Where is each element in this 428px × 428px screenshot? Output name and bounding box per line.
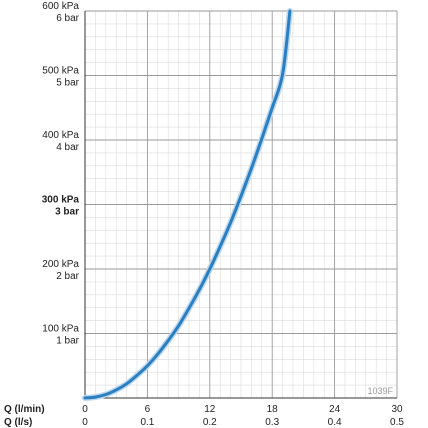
y-tick-label-bar: 1 bar [56, 336, 79, 347]
x-axis-label-ls: Q (l/s) [4, 417, 32, 428]
y-tick-label-bar: 5 bar [56, 78, 79, 89]
x-tick-label-lmin: 12 [204, 404, 216, 415]
series-line [83, 9, 292, 400]
x-tick-label-ls: 0.2 [203, 417, 217, 428]
y-tick-label-kpa: 300 kPa [42, 195, 80, 206]
x-tick-label-lmin: 6 [145, 404, 151, 415]
y-tick-label-kpa: 200 kPa [42, 259, 79, 270]
x-tick-label-ls: 0.4 [328, 417, 342, 428]
y-tick-label-bar: 3 bar [55, 207, 79, 218]
y-tick-label-kpa: 500 kPa [42, 66, 79, 77]
figure-id-label: 1039F [367, 386, 393, 396]
y-tick-label-kpa: 100 kPa [42, 324, 79, 335]
y-tick-label-bar: 4 bar [56, 142, 79, 153]
x-tick-label-ls: 0.5 [390, 417, 404, 428]
x-tick-label-ls: 0.3 [265, 417, 279, 428]
y-tick-label-kpa: 400 kPa [42, 130, 79, 141]
x-tick-label-ls: 0 [82, 417, 88, 428]
x-tick-label-ls: 0.1 [140, 417, 154, 428]
series-layer [82, 8, 293, 401]
y-tick-label-bar: 2 bar [56, 271, 79, 282]
y-tick-label-kpa: 600 kPa [42, 1, 79, 12]
x-tick-label-lmin: 18 [267, 404, 279, 415]
x-tick-label-lmin: 0 [82, 404, 88, 415]
y-tick-label-bar: 6 bar [56, 13, 79, 24]
x-axis-label-lmin: Q (l/min) [4, 404, 45, 415]
x-tick-label-lmin: 30 [391, 404, 403, 415]
axes [84, 11, 397, 399]
x-tick-label-lmin: 24 [329, 404, 341, 415]
grid [85, 10, 398, 398]
